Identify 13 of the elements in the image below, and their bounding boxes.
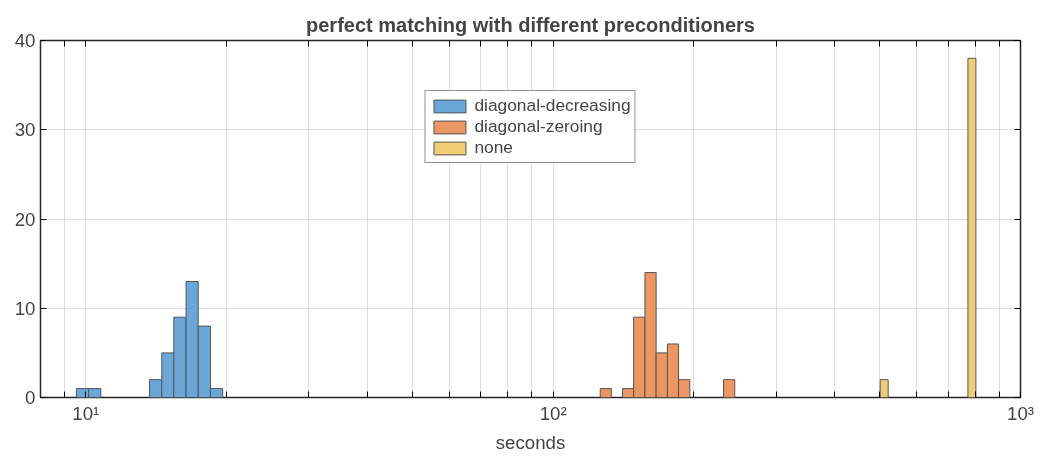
legend-label: diagonal-decreasing bbox=[474, 95, 631, 116]
legend-label: diagonal-zeroing bbox=[474, 116, 603, 137]
y-tick-label: 20 bbox=[14, 208, 36, 230]
x-axis-title: seconds bbox=[495, 431, 566, 453]
chart-title: perfect matching with different preconditioners bbox=[306, 13, 755, 36]
x-tick-label: 10³ bbox=[1007, 402, 1034, 424]
x-tick-label: 10¹ bbox=[72, 402, 100, 424]
y-tick-label: 0 bbox=[25, 387, 36, 408]
y-tick-label: 10 bbox=[14, 297, 36, 319]
y-tick-label: 40 bbox=[14, 30, 36, 51]
legend-label: none bbox=[474, 137, 514, 158]
x-tick-label: 10² bbox=[539, 402, 567, 424]
y-tick-label: 30 bbox=[14, 119, 36, 141]
